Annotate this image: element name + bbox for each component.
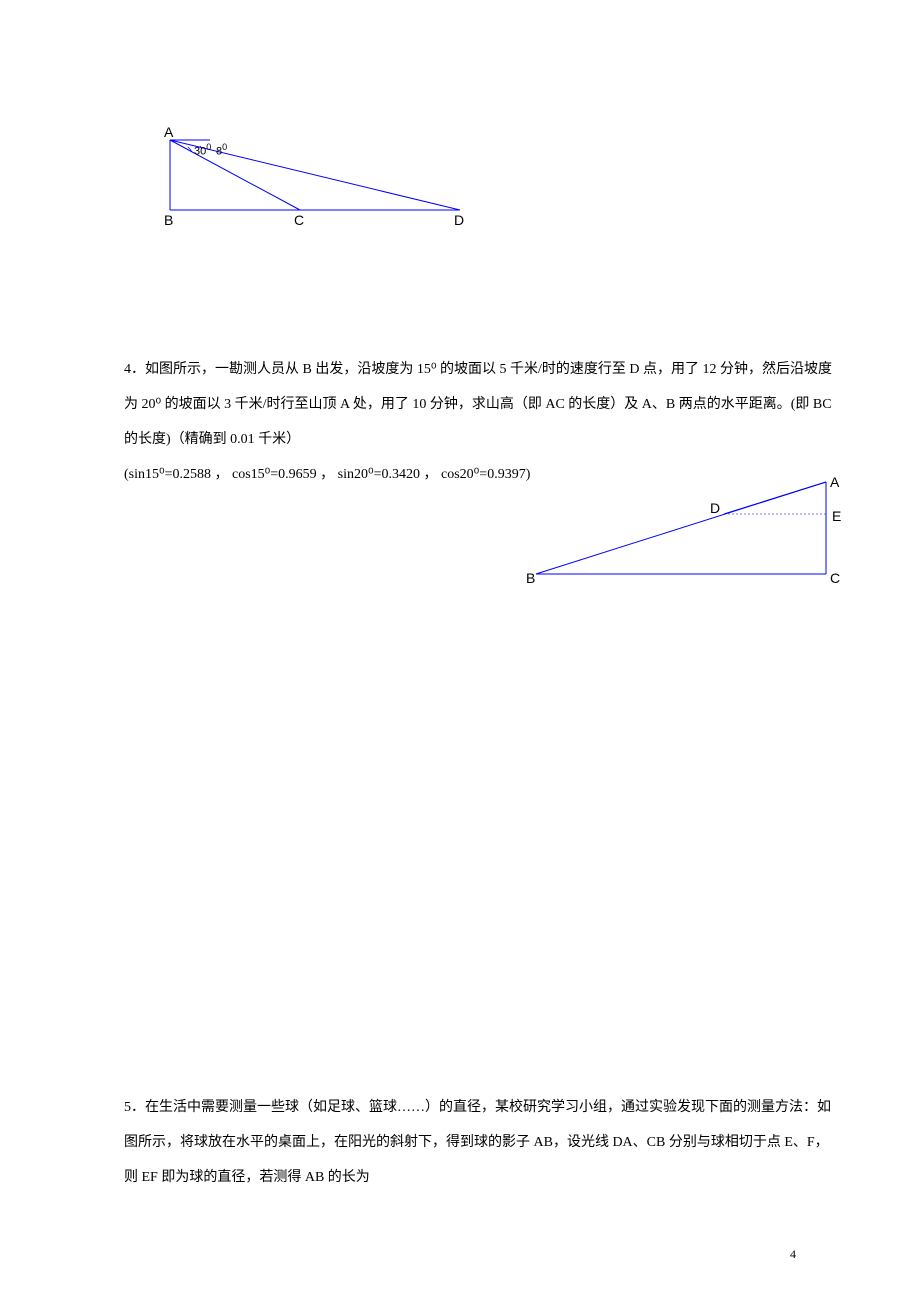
figure1-angle-8: 80 <box>216 142 227 158</box>
figure1-label-C: C <box>294 212 304 228</box>
figure2-label-C: C <box>830 570 840 586</box>
problem-4-text: 4．如图所示，一勘测人员从 B 出发，沿坡度为 15⁰ 的坡面以 5 千米/时的… <box>124 352 838 457</box>
figure1-label-D: D <box>454 212 464 228</box>
problem-5-text: 5．在生活中需要测量一些球（如足球、篮球……）的直径，某校研究学习小组，通过实验… <box>124 1090 838 1195</box>
figure2-label-D: D <box>710 500 720 516</box>
figure2-label-A: A <box>830 474 839 490</box>
page-number: 4 <box>790 1247 796 1262</box>
problem-5-container: 5．在生活中需要测量一些球（如足球、篮球……）的直径，某校研究学习小组，通过实验… <box>124 1090 838 1195</box>
slope-diagram-svg <box>526 474 846 584</box>
problem-4-container: 4．如图所示，一勘测人员从 B 出发，沿坡度为 15⁰ 的坡面以 5 千米/时的… <box>124 352 838 492</box>
figure-angle-diagram: A B C D 300 80 <box>160 130 480 230</box>
figure-slope-diagram: A B C D E <box>526 474 846 584</box>
figure1-label-B: B <box>164 212 173 228</box>
figure2-label-B: B <box>526 570 535 586</box>
figure1-angle-30: 300 <box>194 142 211 158</box>
figure1-label-A: A <box>164 124 173 140</box>
figure2-label-E: E <box>832 508 841 524</box>
